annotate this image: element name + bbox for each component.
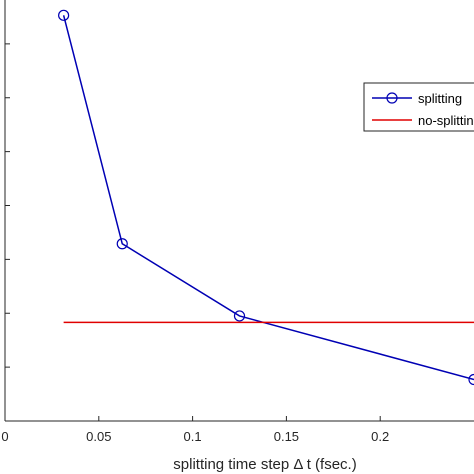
legend-marker: [386, 92, 398, 104]
x-tick-label: 0.05: [86, 429, 111, 444]
x-axis-title: splitting time step Δ t (fsec.): [173, 456, 356, 473]
legend-box: [363, 82, 474, 132]
data-point-marker: [116, 238, 128, 250]
x-tick-label: 0: [1, 429, 8, 444]
legend: splitting no-splitting: [363, 82, 474, 132]
series-line-splitting: [62, 15, 474, 381]
legend-entry-label: splitting: [418, 91, 462, 106]
x-tick-label: 0.1: [184, 429, 202, 444]
data-point-marker: [58, 9, 70, 21]
x-tick-label: 0.2: [371, 429, 389, 444]
plot-area: 0 0.05 0.1 0.15 0.2: [1, 0, 474, 444]
data-point-marker: [468, 373, 474, 386]
x-tick-label: 0.15: [274, 429, 299, 444]
legend-entry-label: no-splitting: [418, 113, 474, 128]
data-point-marker: [233, 310, 246, 322]
